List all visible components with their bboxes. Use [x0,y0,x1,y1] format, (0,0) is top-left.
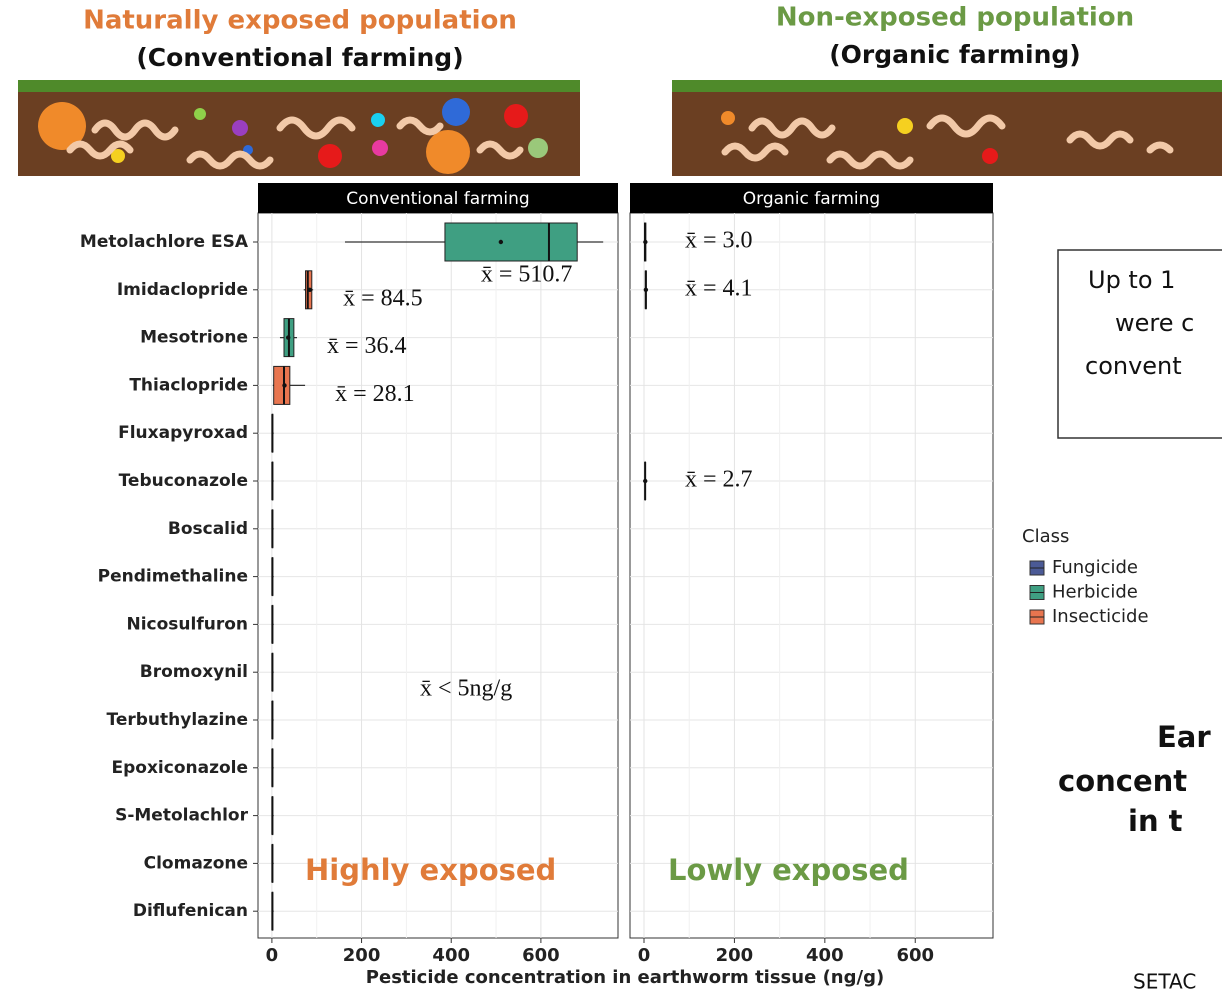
y-tick-label: Boscalid [168,519,248,539]
y-tick-label: Thiaclopride [129,375,248,395]
mean-point [498,239,504,245]
panel [257,212,619,939]
x-tick-label: 0 [638,945,651,966]
mean-label: x̄ = 4.1 [685,275,753,301]
heading-subtitle: (Organic farming) [829,40,1080,69]
mean-point [286,335,291,340]
mean-label: x̄ = 84.5 [343,285,423,311]
x-tick-label: 400 [806,945,844,966]
heading-title: Naturally exposed population [83,6,517,36]
legend-label: Insecticide [1052,606,1149,627]
box [273,365,291,405]
legend-label: Herbicide [1052,582,1138,603]
facet-title: Conventional farming [346,189,529,209]
panel [629,212,994,939]
mean-label: x̄ = 2.7 [685,467,753,493]
x-tick-label: 200 [343,945,381,966]
footer: SETAC [1133,970,1196,990]
x-tick-label: 400 [432,945,470,966]
mean-point [643,478,648,484]
mean-label: x̄ = 28.1 [335,381,415,407]
facet-strip [258,183,618,213]
facet-title: Organic farming [743,189,880,209]
y-tick-label: S-Metolachlor [115,806,249,826]
y-tick-label: Pendimethaline [98,567,248,587]
annotation: x̄ < 5ng/g [420,676,512,702]
heading-subtitle: (Conventional farming) [136,43,463,72]
y-tick-label: Bromoxynil [140,662,248,682]
y-tick-label: Clomazone [144,853,248,873]
legend-title: Class [1022,526,1069,547]
side-title: in t [1128,804,1183,838]
mean-label: x̄ = 510.7 [481,262,573,288]
y-tick-label: Metolachlore ESA [80,232,249,252]
x-axis-label: Pesticide concentration in earthworm tis… [366,967,884,988]
side-text: convent [1085,352,1182,380]
y-tick-label: Tebuconazole [119,471,248,491]
y-tick-label: Nicosulfuron [126,614,248,634]
text-box [1057,249,1222,439]
box [444,222,578,262]
annotation: Highly exposed [305,853,556,887]
side-title: Ear [1157,720,1211,754]
mean-point [307,287,312,292]
y-tick-label: Fluxapyroxad [118,423,248,443]
side-text: Up to 1 [1088,266,1175,294]
mean-point [643,287,649,292]
mean-label: x̄ = 3.0 [685,228,753,254]
mean-label: x̄ = 36.4 [327,333,407,359]
soil-illustration [18,80,1222,176]
legend-label: Fungicide [1052,557,1138,578]
y-tick-label: Imidaclopride [117,280,248,300]
heading-title: Non-exposed population [776,3,1134,33]
x-tick-label: 600 [896,945,934,966]
side-title: concent [1058,764,1187,798]
y-tick-label: Diflufenican [133,901,248,921]
mean-point [282,383,287,388]
y-tick-label: Epoxiconazole [111,758,248,778]
side-text: were c [1115,309,1194,337]
y-tick-label: Mesotrione [140,328,248,348]
x-tick-label: 600 [522,945,560,966]
annotation: Lowly exposed [668,853,909,887]
x-tick-label: 200 [716,945,754,966]
x-tick-label: 0 [266,945,279,966]
y-tick-label: Terbuthylazine [107,710,249,730]
facet-strip [630,183,993,213]
mean-point [643,239,648,245]
